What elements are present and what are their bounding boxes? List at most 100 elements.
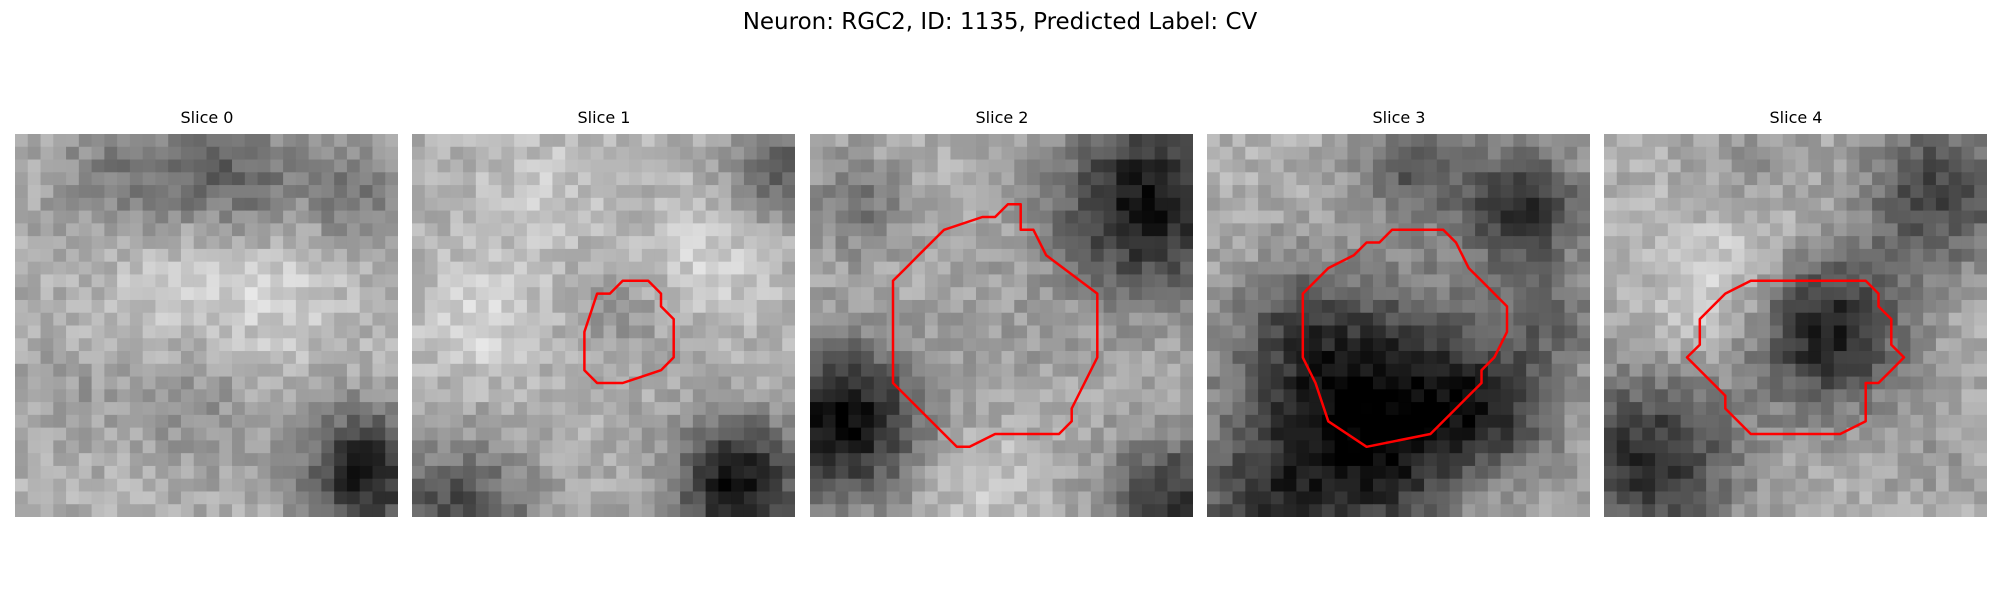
pixel bbox=[1604, 299, 1618, 314]
pixel bbox=[1334, 453, 1349, 467]
pixel bbox=[1141, 376, 1156, 390]
pixel bbox=[1821, 491, 1835, 505]
pixel bbox=[308, 312, 322, 327]
pixel bbox=[1538, 402, 1553, 416]
pixel bbox=[232, 453, 246, 467]
pixel bbox=[1398, 453, 1412, 467]
pixel bbox=[117, 325, 131, 339]
pixel bbox=[219, 389, 233, 403]
pixel bbox=[1347, 504, 1361, 517]
pixel bbox=[1974, 197, 1987, 212]
pixel bbox=[514, 427, 528, 441]
pixel bbox=[424, 414, 439, 429]
pixel bbox=[1731, 363, 1746, 378]
pixel bbox=[822, 402, 837, 416]
pixel bbox=[641, 440, 656, 454]
pixel bbox=[1526, 453, 1540, 467]
pixel bbox=[295, 261, 310, 276]
pixel bbox=[40, 389, 54, 403]
pixel bbox=[270, 478, 284, 493]
pixel bbox=[308, 504, 322, 517]
pixel bbox=[950, 146, 964, 161]
pixel bbox=[1436, 274, 1451, 288]
pixel bbox=[1360, 134, 1374, 148]
pixel bbox=[899, 402, 913, 416]
pixel bbox=[835, 146, 849, 161]
pixel bbox=[1078, 146, 1092, 161]
pixel bbox=[680, 427, 694, 441]
pixel bbox=[488, 172, 502, 186]
pixel bbox=[1629, 172, 1643, 186]
pixel bbox=[1526, 261, 1540, 276]
pixel bbox=[1232, 402, 1246, 416]
pixel bbox=[590, 338, 605, 352]
pixel bbox=[1500, 185, 1514, 199]
pixel bbox=[1334, 504, 1349, 517]
pixel bbox=[975, 236, 990, 250]
pixel bbox=[1090, 134, 1105, 148]
pixel bbox=[756, 402, 771, 416]
pixel bbox=[283, 223, 297, 237]
pixel bbox=[654, 236, 668, 250]
pixel bbox=[514, 402, 528, 416]
pixel bbox=[463, 223, 477, 237]
pixel bbox=[1910, 236, 1924, 250]
pixel bbox=[1846, 223, 1860, 237]
pixel bbox=[1526, 491, 1540, 505]
pixel bbox=[1629, 338, 1643, 352]
pixel bbox=[53, 504, 67, 517]
pixel bbox=[424, 261, 439, 276]
pixel bbox=[168, 402, 182, 416]
pixel bbox=[1039, 274, 1054, 288]
pixel bbox=[1604, 325, 1618, 339]
pixel bbox=[731, 146, 745, 161]
pixel bbox=[950, 248, 964, 263]
pixel bbox=[680, 325, 694, 339]
pixel bbox=[654, 185, 668, 199]
pixel bbox=[501, 185, 515, 199]
pixel bbox=[1385, 363, 1400, 378]
pixel bbox=[257, 146, 271, 161]
pixel bbox=[1449, 312, 1463, 327]
pixel bbox=[257, 172, 271, 186]
pixel bbox=[769, 299, 783, 314]
pixel bbox=[603, 478, 617, 493]
pixel bbox=[1744, 363, 1758, 378]
pixel bbox=[1718, 299, 1733, 314]
pixel bbox=[822, 453, 837, 467]
pixel bbox=[1270, 402, 1285, 416]
pixel bbox=[321, 402, 335, 416]
pixel bbox=[692, 504, 707, 517]
pixel bbox=[1296, 185, 1310, 199]
pixel bbox=[488, 414, 502, 429]
pixel bbox=[1744, 376, 1758, 390]
pixel bbox=[899, 338, 913, 352]
pixel bbox=[1769, 414, 1784, 429]
pixel bbox=[1833, 376, 1848, 390]
pixel bbox=[1538, 248, 1553, 263]
pixel bbox=[1974, 351, 1987, 365]
pixel bbox=[1180, 287, 1193, 301]
pixel bbox=[1642, 197, 1656, 212]
pixel bbox=[1039, 351, 1054, 365]
pixel bbox=[680, 338, 694, 352]
pixel bbox=[1116, 363, 1130, 378]
pixel bbox=[1795, 210, 1809, 224]
pixel bbox=[385, 312, 398, 327]
pixel bbox=[1551, 287, 1566, 301]
pixel bbox=[91, 338, 105, 352]
pixel bbox=[463, 172, 477, 186]
pixel bbox=[1655, 453, 1669, 467]
pixel bbox=[1360, 504, 1374, 517]
pixel bbox=[155, 338, 169, 352]
pixel bbox=[705, 504, 719, 517]
pixel bbox=[526, 427, 541, 441]
pixel bbox=[424, 236, 439, 250]
pixel bbox=[782, 261, 795, 276]
pixel bbox=[1846, 146, 1860, 161]
pixel bbox=[539, 146, 554, 161]
pixel bbox=[1884, 478, 1899, 493]
pixel bbox=[1655, 351, 1669, 365]
pixel bbox=[810, 453, 824, 467]
pixel bbox=[1718, 478, 1733, 493]
